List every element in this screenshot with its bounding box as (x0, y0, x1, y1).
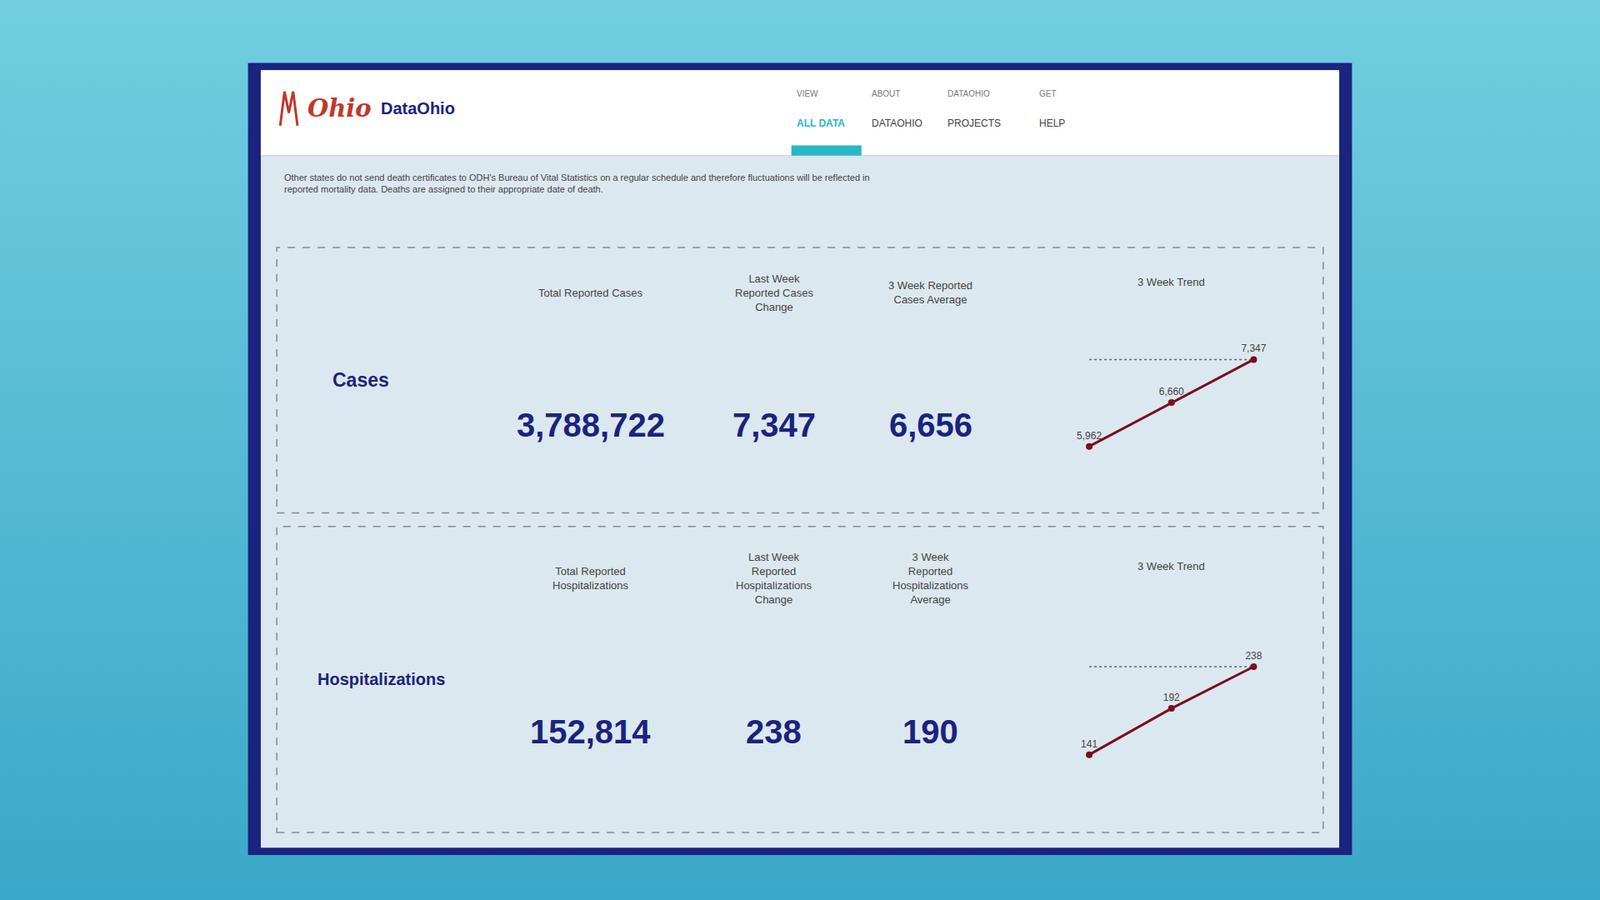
svg-text:3,788,722: 3,788,722 (516, 406, 665, 444)
svg-text:Last WeekReportedHospitalizati: Last WeekReportedHospitalizationsChange (735, 550, 813, 606)
svg-text:192: 192 (1163, 691, 1180, 704)
svg-text:Cases: Cases (332, 369, 390, 391)
svg-text:3 Week ReportedCases Average: 3 Week ReportedCases Average (888, 279, 973, 306)
svg-text:3 Week Trend: 3 Week Trend (1137, 560, 1205, 573)
svg-text:6,660: 6,660 (1159, 385, 1185, 398)
svg-text:238: 238 (745, 713, 802, 750)
svg-text:DataOhio: DataOhio (380, 99, 455, 118)
svg-text:190: 190 (902, 713, 959, 750)
svg-text:Hospitalizations: Hospitalizations (317, 670, 445, 689)
svg-text:238: 238 (1245, 650, 1262, 662)
svg-text:Last WeekReported CasesChange: Last WeekReported CasesChange (735, 272, 814, 314)
svg-text:141: 141 (1080, 738, 1098, 750)
svg-text:Total Reported Cases: Total Reported Cases (538, 286, 644, 300)
svg-text:7,347: 7,347 (732, 406, 816, 444)
svg-text:Other states do not send death: Other states do not send death certifica… (284, 172, 870, 195)
svg-text:3 Week Trend: 3 Week Trend (1137, 275, 1205, 289)
svg-text:3 WeekReportedHospitalizations: 3 WeekReportedHospitalizationsAverage (892, 550, 970, 606)
svg-text:ALL DATA: ALL DATA (796, 117, 845, 130)
svg-text:DATAOHIO: DATAOHIO (947, 89, 990, 99)
svg-text:GET: GET (1039, 89, 1057, 99)
svg-text:PROJECTS: PROJECTS (947, 117, 1001, 130)
svg-text:5,962: 5,962 (1076, 430, 1102, 442)
svg-text:Ohio: Ohio (307, 94, 372, 123)
svg-text:Total ReportedHospitalizations: Total ReportedHospitalizations (552, 565, 630, 592)
svg-text:DATAOHIO: DATAOHIO (871, 117, 923, 130)
svg-text:6,656: 6,656 (889, 406, 973, 444)
svg-text:ABOUT: ABOUT (871, 89, 900, 99)
svg-text:7,347: 7,347 (1240, 342, 1266, 355)
svg-text:152,814: 152,814 (530, 713, 651, 750)
svg-text:VIEW: VIEW (796, 89, 819, 99)
svg-text:HELP: HELP (1039, 117, 1065, 130)
